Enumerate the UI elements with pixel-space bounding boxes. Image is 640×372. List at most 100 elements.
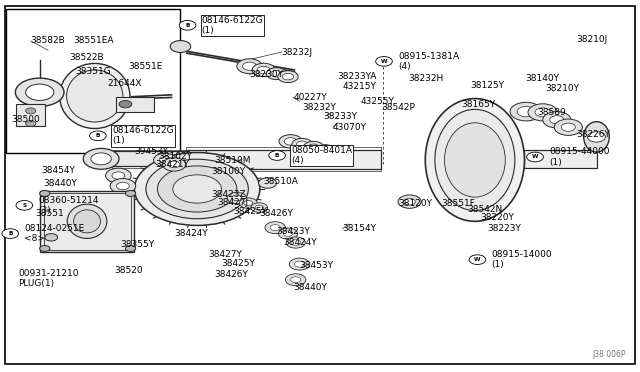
Circle shape (528, 104, 557, 121)
Circle shape (283, 231, 293, 237)
Circle shape (398, 195, 421, 208)
Circle shape (265, 222, 285, 234)
Circle shape (259, 178, 276, 188)
Text: 38453Y: 38453Y (300, 262, 333, 270)
Text: 38542P: 38542P (381, 103, 415, 112)
Text: 38454Y: 38454Y (42, 166, 76, 175)
Bar (40, 191, 134, 252)
Circle shape (26, 108, 36, 114)
Circle shape (16, 201, 33, 210)
Circle shape (237, 59, 262, 74)
Circle shape (376, 57, 392, 66)
Circle shape (90, 131, 106, 141)
Circle shape (15, 78, 64, 106)
Circle shape (40, 246, 50, 251)
Circle shape (535, 108, 550, 117)
Circle shape (239, 198, 257, 208)
Text: J38 006P: J38 006P (593, 350, 626, 359)
Text: W: W (532, 154, 538, 160)
Text: 38210J: 38210J (576, 35, 607, 44)
Ellipse shape (60, 64, 130, 129)
Circle shape (26, 84, 54, 100)
Circle shape (170, 41, 191, 52)
Text: 38154Y: 38154Y (342, 224, 376, 233)
Circle shape (286, 237, 305, 248)
Text: 39453Y: 39453Y (134, 147, 168, 156)
Text: 38232Y: 38232Y (302, 103, 336, 112)
Ellipse shape (435, 109, 515, 211)
Bar (112, 150, 189, 168)
Circle shape (91, 153, 111, 165)
Circle shape (517, 106, 535, 117)
Text: 43215Y: 43215Y (342, 82, 376, 91)
Circle shape (270, 225, 280, 231)
Circle shape (2, 229, 19, 238)
Text: 38424Y: 38424Y (174, 229, 208, 238)
Ellipse shape (67, 204, 107, 238)
Circle shape (543, 112, 571, 128)
Text: 38589: 38589 (538, 108, 566, 117)
Ellipse shape (445, 123, 506, 197)
Circle shape (282, 73, 294, 80)
Circle shape (159, 157, 171, 163)
Circle shape (157, 166, 237, 212)
Text: 08915-44000
(1): 08915-44000 (1) (549, 147, 610, 167)
Text: 38102Y: 38102Y (159, 153, 193, 161)
Circle shape (45, 234, 58, 241)
Text: 38426Y: 38426Y (214, 270, 248, 279)
Text: 38500: 38500 (12, 115, 40, 124)
Circle shape (146, 159, 248, 219)
Circle shape (116, 182, 129, 190)
Text: 38355Y: 38355Y (120, 240, 154, 249)
Text: 38100Y: 38100Y (211, 167, 245, 176)
Circle shape (125, 246, 136, 251)
Text: 38425Y: 38425Y (221, 259, 255, 268)
Circle shape (316, 145, 335, 156)
Text: 38424Y: 38424Y (283, 238, 317, 247)
Text: 08360-51214
(3): 08360-51214 (3) (38, 196, 99, 215)
Text: 40227Y: 40227Y (293, 93, 327, 102)
Circle shape (110, 179, 136, 193)
Text: 38226Y: 38226Y (576, 130, 610, 139)
Circle shape (527, 152, 543, 162)
Ellipse shape (74, 210, 100, 233)
Circle shape (179, 20, 196, 30)
Circle shape (588, 132, 605, 142)
Text: 43255Y: 43255Y (360, 97, 394, 106)
Text: 38551EA: 38551EA (74, 36, 114, 45)
Text: 38510M: 38510M (214, 156, 251, 165)
Text: 08915-1381A
(4): 08915-1381A (4) (398, 52, 460, 71)
Text: S: S (22, 203, 26, 208)
Text: B: B (275, 153, 279, 158)
Bar (6, 9, 180, 153)
Circle shape (255, 205, 264, 210)
Circle shape (289, 258, 310, 270)
Circle shape (294, 261, 305, 267)
Circle shape (119, 100, 132, 108)
Text: 38351G: 38351G (76, 67, 111, 76)
Circle shape (26, 121, 36, 126)
Text: 21644X: 21644X (108, 79, 142, 88)
Text: 38510A: 38510A (264, 177, 298, 186)
Text: 38232H: 38232H (408, 74, 444, 83)
Text: B: B (8, 231, 12, 236)
Circle shape (561, 123, 575, 131)
Circle shape (243, 62, 257, 70)
Circle shape (278, 71, 298, 83)
Bar (186, 147, 381, 171)
Circle shape (279, 135, 302, 148)
Bar (16, 104, 45, 126)
Circle shape (291, 240, 301, 246)
Text: B: B (186, 23, 189, 28)
Text: 38140Y: 38140Y (525, 74, 559, 83)
Circle shape (404, 198, 415, 205)
Text: 38421Y: 38421Y (155, 160, 189, 169)
Text: 38551: 38551 (35, 209, 64, 218)
Text: 38427J: 38427J (218, 198, 249, 207)
Circle shape (163, 158, 186, 171)
Ellipse shape (67, 70, 123, 122)
Text: 38220Y: 38220Y (480, 213, 514, 222)
Text: 38425Y: 38425Y (234, 207, 268, 216)
Bar (44, 193, 131, 250)
Bar (112, 151, 189, 166)
